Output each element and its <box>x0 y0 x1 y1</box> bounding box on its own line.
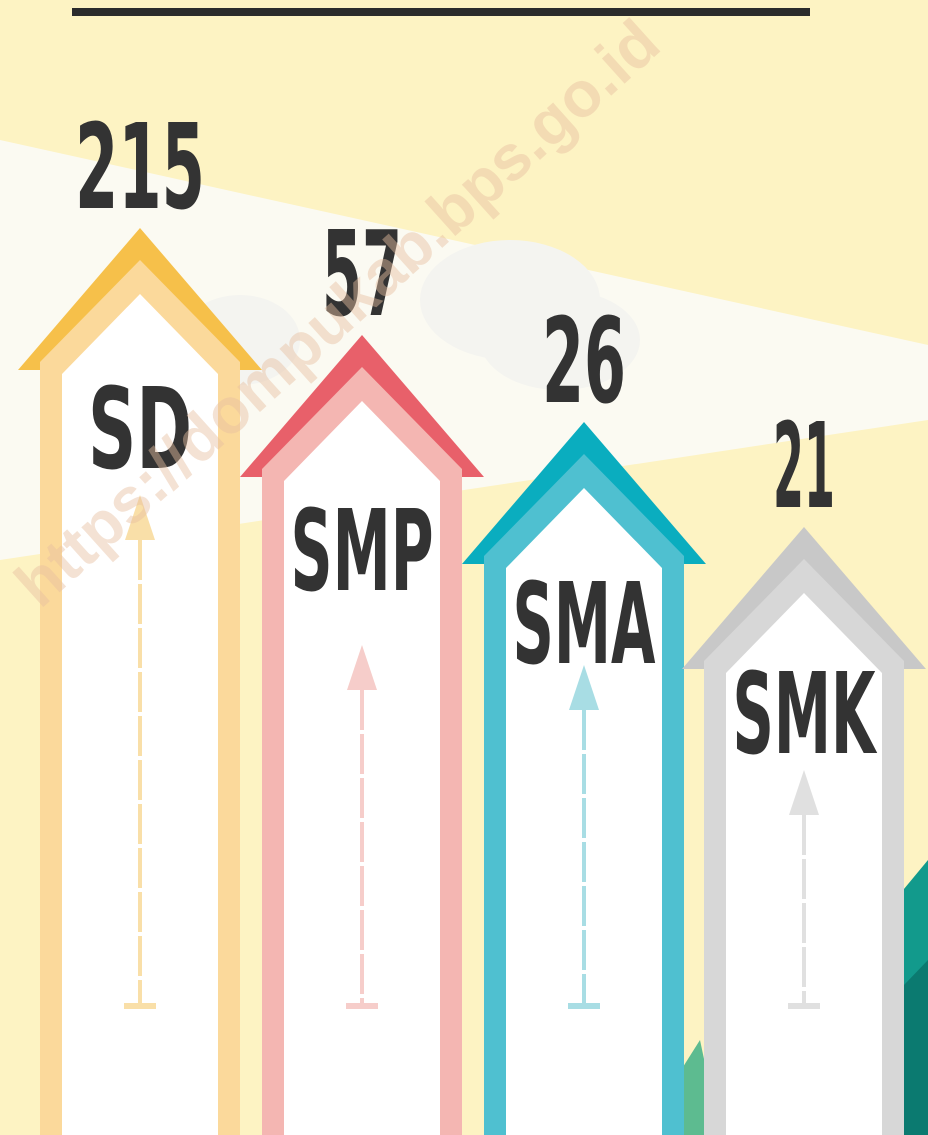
top-rule <box>72 8 810 16</box>
item-value: 26 <box>542 292 626 430</box>
inner-arrow-foot <box>568 1003 600 1009</box>
inner-arrow-tip <box>125 495 155 540</box>
arrow: 215 SD <box>18 98 262 1135</box>
inner-arrow-foot <box>346 1003 378 1009</box>
arrow: 26 SMA <box>462 292 706 1135</box>
inner-arrow-tip <box>347 645 377 690</box>
arrow: 21 SMK <box>682 397 926 1135</box>
arrow: 57 SMP <box>240 205 484 1135</box>
item-value: 215 <box>75 98 205 236</box>
arrows: 215 SD 57 SMP 26 SMA 21 SMK <box>18 98 926 1135</box>
inner-arrow-tip <box>789 770 819 815</box>
arrow-inner <box>62 294 218 1135</box>
inner-arrow-tip <box>569 665 599 710</box>
inner-arrow-foot <box>788 1003 820 1009</box>
item-value: 21 <box>773 397 835 535</box>
item-label: SMP <box>291 487 434 617</box>
item-label: SMK <box>733 650 878 780</box>
inner-arrow-foot <box>124 1003 156 1009</box>
item-label: SMA <box>513 560 656 690</box>
item-value: 57 <box>322 205 402 343</box>
item-label: SD <box>88 365 192 495</box>
